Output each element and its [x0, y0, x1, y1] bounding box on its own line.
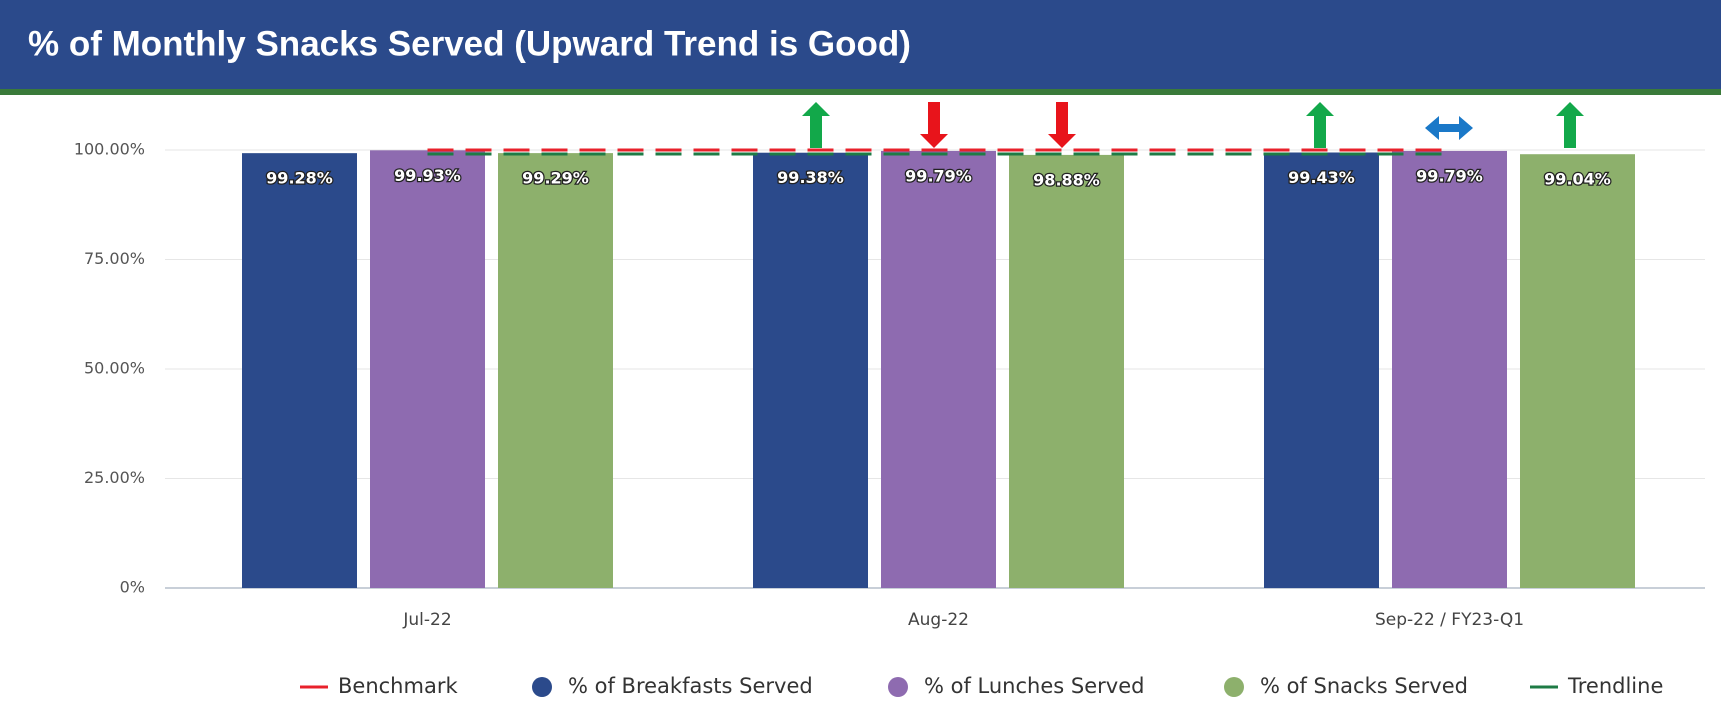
- y-tick-label: 50.00%: [84, 359, 145, 378]
- legend-label: Benchmark: [338, 674, 458, 698]
- y-tick-label: 100.00%: [74, 140, 145, 159]
- arrow-up: [802, 102, 830, 148]
- bar: [1009, 154, 1124, 589]
- legend-label: % of Lunches Served: [924, 674, 1144, 698]
- title-bar: [0, 0, 1721, 89]
- legend-label: Trendline: [1567, 674, 1663, 698]
- chart-title: % of Monthly Snacks Served (Upward Trend…: [28, 24, 911, 63]
- y-tick-label: 0%: [120, 578, 145, 597]
- data-label: 99.79%: [1416, 166, 1483, 185]
- x-tick-label: Aug-22: [908, 610, 969, 630]
- legend-label: % of Snacks Served: [1260, 674, 1468, 698]
- bar: [1264, 152, 1379, 589]
- arrow-up: [1556, 102, 1584, 148]
- x-tick-label: Sep-22 / FY23-Q1: [1375, 610, 1524, 630]
- bar: [1392, 150, 1507, 588]
- arrow-flat: [1425, 116, 1473, 140]
- data-label: 99.79%: [905, 166, 972, 185]
- title-underline: [0, 89, 1721, 95]
- arrow-up: [1306, 102, 1334, 148]
- bar: [242, 153, 357, 588]
- data-label: 98.88%: [1033, 170, 1100, 189]
- data-label: 99.04%: [1544, 170, 1611, 189]
- plot: 0% 25.00% 50.00% 75.00% 100.00% Jul-22 Aug-22 S…: [74, 140, 1705, 698]
- data-label: 99.28%: [266, 169, 333, 188]
- bar: [370, 150, 485, 589]
- legend-marker: [532, 677, 552, 697]
- legend-marker: [1224, 677, 1244, 697]
- bar: [498, 153, 613, 588]
- legend-marker: [888, 677, 908, 697]
- data-label: 99.29%: [522, 169, 589, 188]
- y-tick-label: 75.00%: [84, 249, 145, 268]
- data-label: 99.93%: [394, 166, 461, 185]
- trend-arrows: [802, 102, 1584, 148]
- data-label: 99.38%: [777, 168, 844, 187]
- arrow-down: [1048, 102, 1076, 148]
- legend-label: % of Breakfasts Served: [568, 674, 813, 698]
- x-tick-label: Jul-22: [402, 610, 451, 630]
- y-tick-label: 25.00%: [84, 468, 145, 487]
- data-label: 99.43%: [1288, 168, 1355, 187]
- arrow-down: [920, 102, 948, 148]
- bar: [753, 152, 868, 588]
- bar: [881, 150, 996, 588]
- bar: [1520, 154, 1635, 588]
